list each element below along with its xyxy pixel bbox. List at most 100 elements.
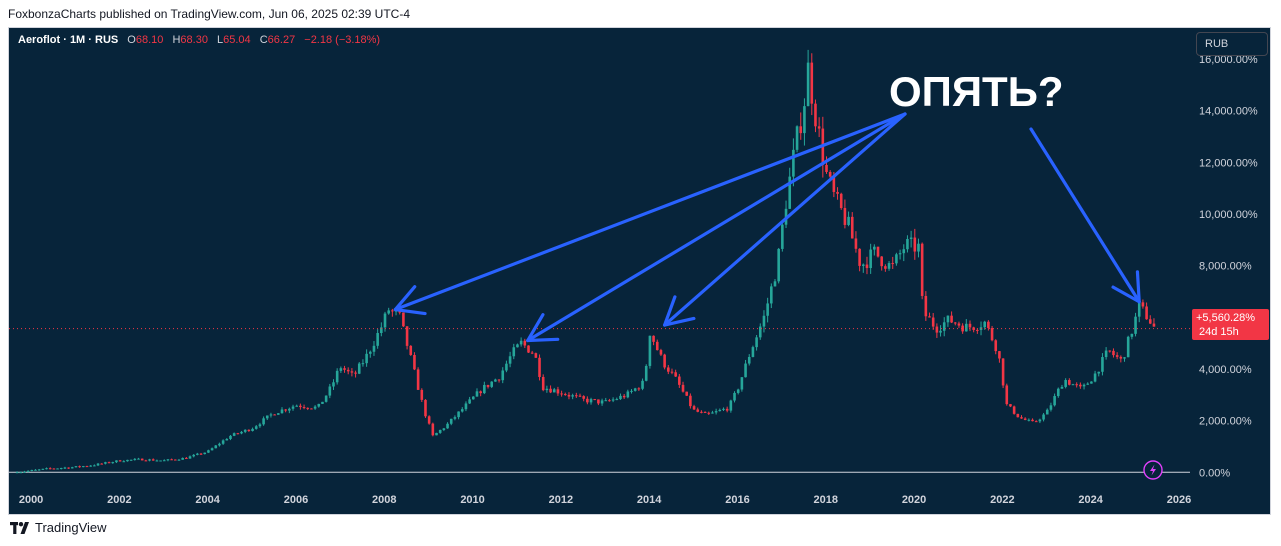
candle-body: [486, 384, 490, 387]
candle-body: [299, 405, 302, 408]
x-tick-label: 2016: [725, 494, 749, 506]
candle-body: [946, 315, 950, 323]
currency-button[interactable]: RUB: [1196, 32, 1268, 56]
candle-body: [552, 389, 556, 393]
candle-body: [527, 345, 530, 353]
candle-body: [52, 468, 56, 470]
candle-body: [273, 414, 276, 416]
candle-body: [1001, 358, 1005, 386]
candle-body: [100, 463, 104, 465]
candle-body: [1137, 302, 1141, 317]
candle-body: [354, 372, 357, 374]
candle-body: [372, 345, 376, 352]
candle-body: [666, 367, 670, 372]
candle-body: [1075, 384, 1078, 386]
candle-body: [505, 363, 508, 371]
candle-body: [240, 431, 243, 434]
candle-body: [1064, 380, 1067, 387]
annotation-arrow: [1029, 127, 1141, 304]
candle-body: [957, 323, 961, 326]
candle-body: [630, 390, 633, 392]
candle-body: [464, 403, 468, 410]
candle-body: [906, 238, 909, 250]
candle-body: [26, 470, 30, 472]
candle-body: [953, 322, 957, 324]
legend-low-label: L: [217, 34, 224, 46]
candle-body: [1101, 357, 1104, 372]
candle-body: [133, 458, 137, 460]
candle-body: [1060, 386, 1064, 389]
candle-body: [1130, 333, 1134, 337]
candle-body: [1104, 350, 1108, 358]
candle-body: [63, 467, 67, 469]
candle-body: [530, 352, 534, 354]
candle-body: [648, 335, 652, 366]
candle-body: [678, 376, 681, 385]
candle-body: [1112, 350, 1115, 356]
candle-body: [626, 391, 630, 398]
candle-body: [218, 443, 221, 446]
candle-body: [909, 237, 913, 239]
candle-body: [162, 460, 166, 462]
candle-body: [637, 388, 641, 390]
candle-body: [380, 327, 383, 334]
candle-body: [221, 440, 225, 444]
candle-body: [280, 409, 284, 414]
candle-body: [104, 462, 107, 464]
candle-body: [1108, 350, 1112, 352]
tradingview-logo[interactable]: TradingView: [10, 520, 107, 535]
candle-body: [269, 414, 273, 416]
chart-canvas[interactable]: 0.00%2,000.00%4,000.00%6,000.00%8,000.00…: [9, 28, 1270, 514]
candle-body: [736, 389, 740, 393]
legend-symbol[interactable]: Aeroflot · 1M · RUS: [18, 34, 119, 46]
candle-body: [902, 249, 906, 254]
candle-body: [435, 432, 438, 436]
legend-change: −2.18 (−3.18%): [304, 34, 381, 46]
candle-body: [758, 326, 762, 338]
candle-body: [519, 340, 523, 345]
candle-body: [604, 400, 608, 402]
candle-body: [781, 224, 784, 249]
candle-body: [472, 396, 475, 400]
candle-body: [987, 321, 990, 329]
x-tick-label: 2024: [1078, 494, 1103, 506]
candle-body: [1031, 419, 1034, 422]
candle-body: [468, 399, 471, 404]
x-tick-label: 2020: [902, 494, 926, 506]
candle-body: [328, 386, 332, 396]
candle-body: [48, 468, 52, 470]
candle-body: [615, 399, 619, 401]
candle-body: [70, 467, 74, 469]
candle-body: [711, 412, 714, 414]
lightning-icon[interactable]: [1143, 460, 1163, 480]
candle-body: [431, 423, 435, 436]
candle-body: [696, 409, 700, 412]
candle-body: [560, 393, 563, 395]
candle-body: [30, 469, 34, 471]
candle-body: [302, 407, 306, 409]
candle-body: [210, 448, 214, 451]
chart-pane[interactable]: 0.00%2,000.00%4,000.00%6,000.00%8,000.00…: [8, 27, 1271, 515]
last-price-value: +5,560.28%: [1196, 312, 1255, 324]
candle-body: [681, 384, 685, 392]
candle-body: [887, 263, 891, 269]
candle-body: [917, 243, 920, 252]
candle-body: [858, 248, 861, 266]
candle-body: [762, 315, 766, 327]
candle-body: [483, 384, 486, 394]
candle-body: [1093, 373, 1097, 382]
candle-body: [368, 351, 372, 354]
candle-body: [861, 264, 865, 266]
candle-body: [777, 248, 780, 282]
legend-low: 65.04: [223, 34, 251, 46]
candle-body: [983, 321, 987, 328]
candle-body: [692, 406, 696, 410]
candle-body: [1038, 419, 1042, 422]
candle-body: [313, 406, 317, 409]
candle-body: [998, 351, 1001, 359]
candle-body: [1086, 383, 1090, 385]
candle-body: [383, 313, 387, 328]
bar-countdown: 24d 15h: [1199, 326, 1239, 338]
y-tick-label: 0.00%: [1199, 467, 1230, 479]
candle-body: [78, 466, 81, 468]
